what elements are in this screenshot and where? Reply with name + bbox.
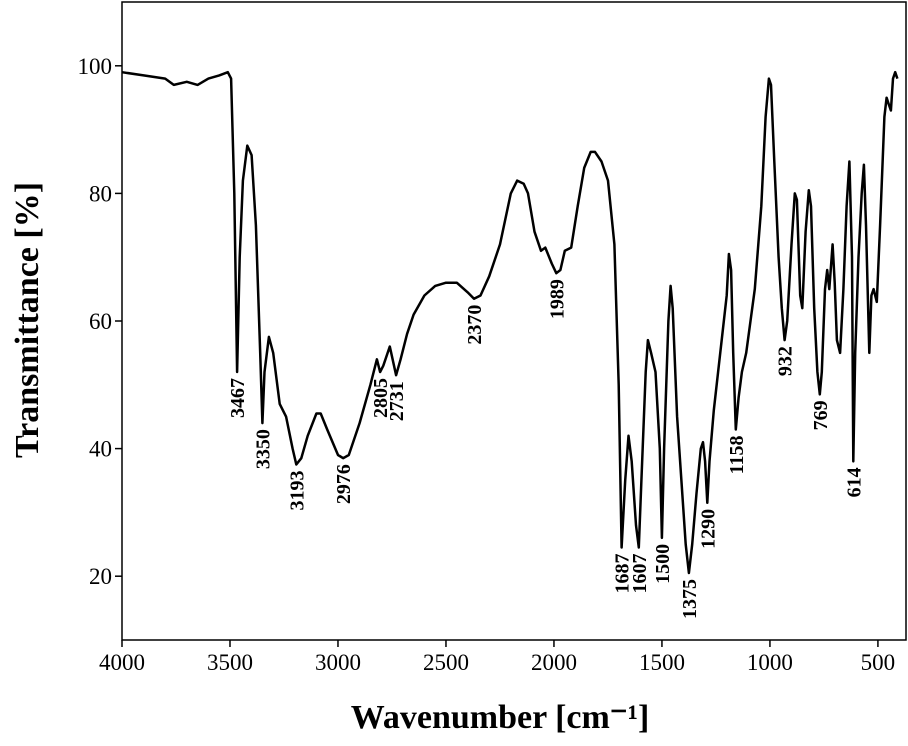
peak-label: 1158 (726, 435, 748, 474)
peak-label: 1375 (679, 579, 701, 619)
peak-label: 3467 (227, 378, 249, 418)
peak-label: 3193 (286, 471, 308, 511)
peak-label: 2805 (370, 378, 392, 418)
peak-label: 1290 (697, 509, 719, 549)
peak-label: 1607 (629, 553, 651, 593)
spectrum-line (121, 70, 899, 575)
peak-label: 2731 (386, 381, 408, 421)
x-tick-label: 1000 (747, 650, 793, 675)
x-tick-label: 3000 (315, 650, 361, 675)
y-tick-label: 20 (89, 564, 112, 589)
peak-label: 1687 (612, 553, 634, 593)
x-tick-label: 2500 (423, 650, 469, 675)
x-tick-label: 4000 (99, 650, 145, 675)
x-tick-label: 3500 (207, 650, 253, 675)
peak-label: 1500 (652, 544, 674, 584)
x-tick-label: 500 (861, 650, 896, 675)
peak-label: 2976 (333, 464, 355, 504)
peak-label: 932 (775, 346, 797, 376)
x-tick-label: 1500 (639, 650, 685, 675)
y-tick-label: 80 (89, 181, 112, 206)
y-tick-label: 100 (78, 54, 113, 79)
y-tick-label: 60 (89, 309, 112, 334)
peak-label: 2370 (464, 305, 486, 345)
peak-label: 769 (810, 400, 832, 430)
peak-label: 614 (843, 467, 865, 497)
y-tick-label: 40 (89, 437, 112, 462)
x-tick-label: 2000 (531, 650, 577, 675)
peak-label: 3350 (252, 429, 274, 469)
y-axis-title: Transmittance [%] (9, 182, 46, 458)
x-axis-title: Wavenumber [cm⁻¹] (351, 699, 650, 736)
peak-label: 1989 (546, 279, 568, 319)
